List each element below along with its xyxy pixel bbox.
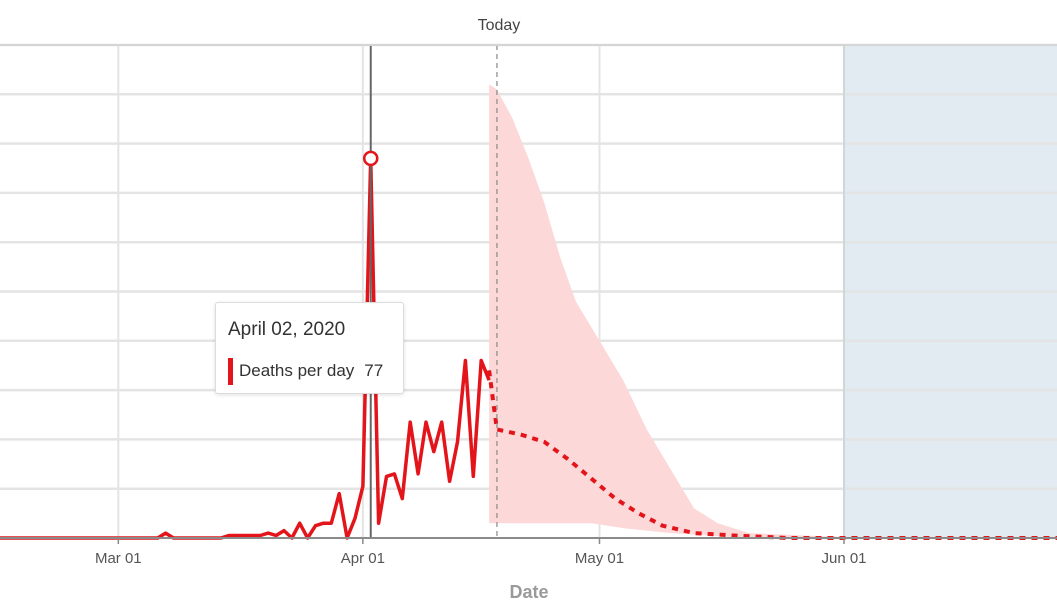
tooltip-row: Deaths per day 77: [228, 357, 383, 385]
tooltip-date: April 02, 2020: [228, 319, 346, 340]
hover-point-marker: [362, 150, 379, 167]
today-label: Today: [478, 17, 521, 34]
uncertainty-band: [489, 84, 1057, 538]
hover-layer: [362, 45, 379, 538]
x-tick-label: Apr 01: [341, 550, 385, 567]
x-axis-title: Date: [509, 582, 548, 602]
tooltip-value: 77: [364, 361, 384, 380]
today-layer: Today: [478, 17, 521, 538]
x-tick-label: Mar 01: [95, 550, 142, 567]
axis-layer: Mar 01 Apr 01 May 01 Jun 01: [0, 44, 1057, 567]
x-tick-label: Jun 01: [821, 550, 866, 567]
tooltip: April 02, 2020 Deaths per day 77: [215, 302, 404, 394]
x-tick-label: May 01: [575, 550, 624, 567]
tooltip-series-swatch: [228, 357, 233, 385]
tooltip-series-name: Deaths per day: [239, 361, 355, 380]
uncertainty-band-layer: [489, 84, 1057, 538]
